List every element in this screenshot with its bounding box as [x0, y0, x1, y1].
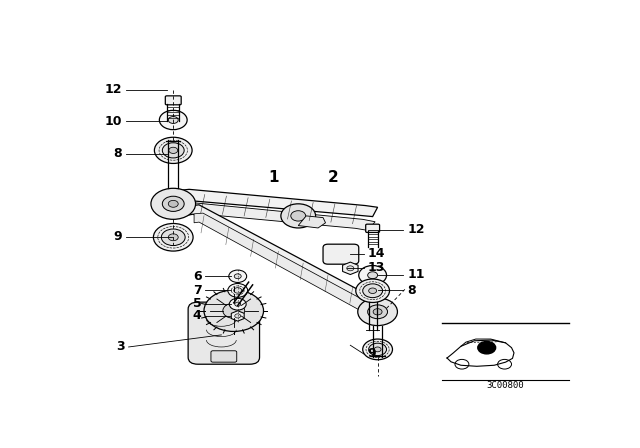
Circle shape [151, 188, 196, 220]
Circle shape [363, 284, 383, 297]
Circle shape [228, 284, 248, 297]
Circle shape [204, 290, 264, 332]
Text: 7: 7 [193, 284, 202, 297]
Circle shape [168, 200, 178, 207]
Polygon shape [342, 262, 358, 275]
Text: 1: 1 [268, 170, 278, 185]
Polygon shape [167, 190, 378, 216]
Polygon shape [194, 213, 383, 318]
Text: 8: 8 [408, 284, 416, 297]
Text: 3: 3 [116, 340, 125, 353]
Circle shape [356, 279, 390, 302]
Circle shape [478, 341, 495, 354]
Circle shape [163, 143, 184, 158]
Circle shape [363, 339, 392, 360]
Circle shape [154, 137, 192, 164]
Text: 12: 12 [408, 223, 425, 236]
Circle shape [168, 116, 178, 124]
Circle shape [373, 309, 382, 315]
Circle shape [168, 234, 178, 241]
Circle shape [159, 110, 187, 129]
Text: 2: 2 [328, 170, 339, 185]
Text: 13: 13 [367, 261, 385, 274]
Polygon shape [298, 216, 326, 228]
Circle shape [229, 298, 246, 310]
Circle shape [367, 305, 388, 319]
Polygon shape [177, 202, 375, 230]
Circle shape [161, 229, 185, 246]
FancyBboxPatch shape [365, 224, 380, 233]
Circle shape [154, 224, 193, 251]
Circle shape [235, 314, 241, 318]
Circle shape [369, 288, 376, 293]
Polygon shape [231, 311, 244, 321]
FancyBboxPatch shape [323, 244, 359, 264]
Circle shape [367, 272, 378, 279]
Text: 14: 14 [367, 247, 385, 260]
Text: 5: 5 [193, 297, 202, 310]
FancyBboxPatch shape [165, 96, 181, 105]
Text: 11: 11 [408, 268, 425, 281]
Text: 8: 8 [113, 147, 122, 160]
Circle shape [169, 147, 178, 154]
Circle shape [347, 266, 354, 271]
Text: 6: 6 [193, 270, 202, 283]
Polygon shape [184, 205, 383, 310]
Text: 9: 9 [367, 347, 376, 360]
Text: 12: 12 [105, 83, 122, 96]
Circle shape [281, 204, 316, 228]
Text: 9: 9 [113, 230, 122, 243]
Circle shape [235, 302, 241, 306]
Circle shape [163, 196, 184, 211]
Circle shape [374, 347, 381, 352]
Circle shape [291, 211, 306, 221]
FancyBboxPatch shape [211, 351, 237, 362]
Circle shape [369, 343, 387, 356]
Text: 10: 10 [105, 115, 122, 128]
Circle shape [223, 303, 244, 319]
Circle shape [234, 288, 242, 293]
Circle shape [229, 270, 246, 283]
FancyBboxPatch shape [188, 302, 260, 364]
Text: 3C00800: 3C00800 [486, 381, 524, 391]
Text: 4: 4 [193, 310, 202, 323]
Circle shape [358, 298, 397, 326]
Circle shape [359, 266, 387, 285]
Circle shape [234, 274, 241, 279]
